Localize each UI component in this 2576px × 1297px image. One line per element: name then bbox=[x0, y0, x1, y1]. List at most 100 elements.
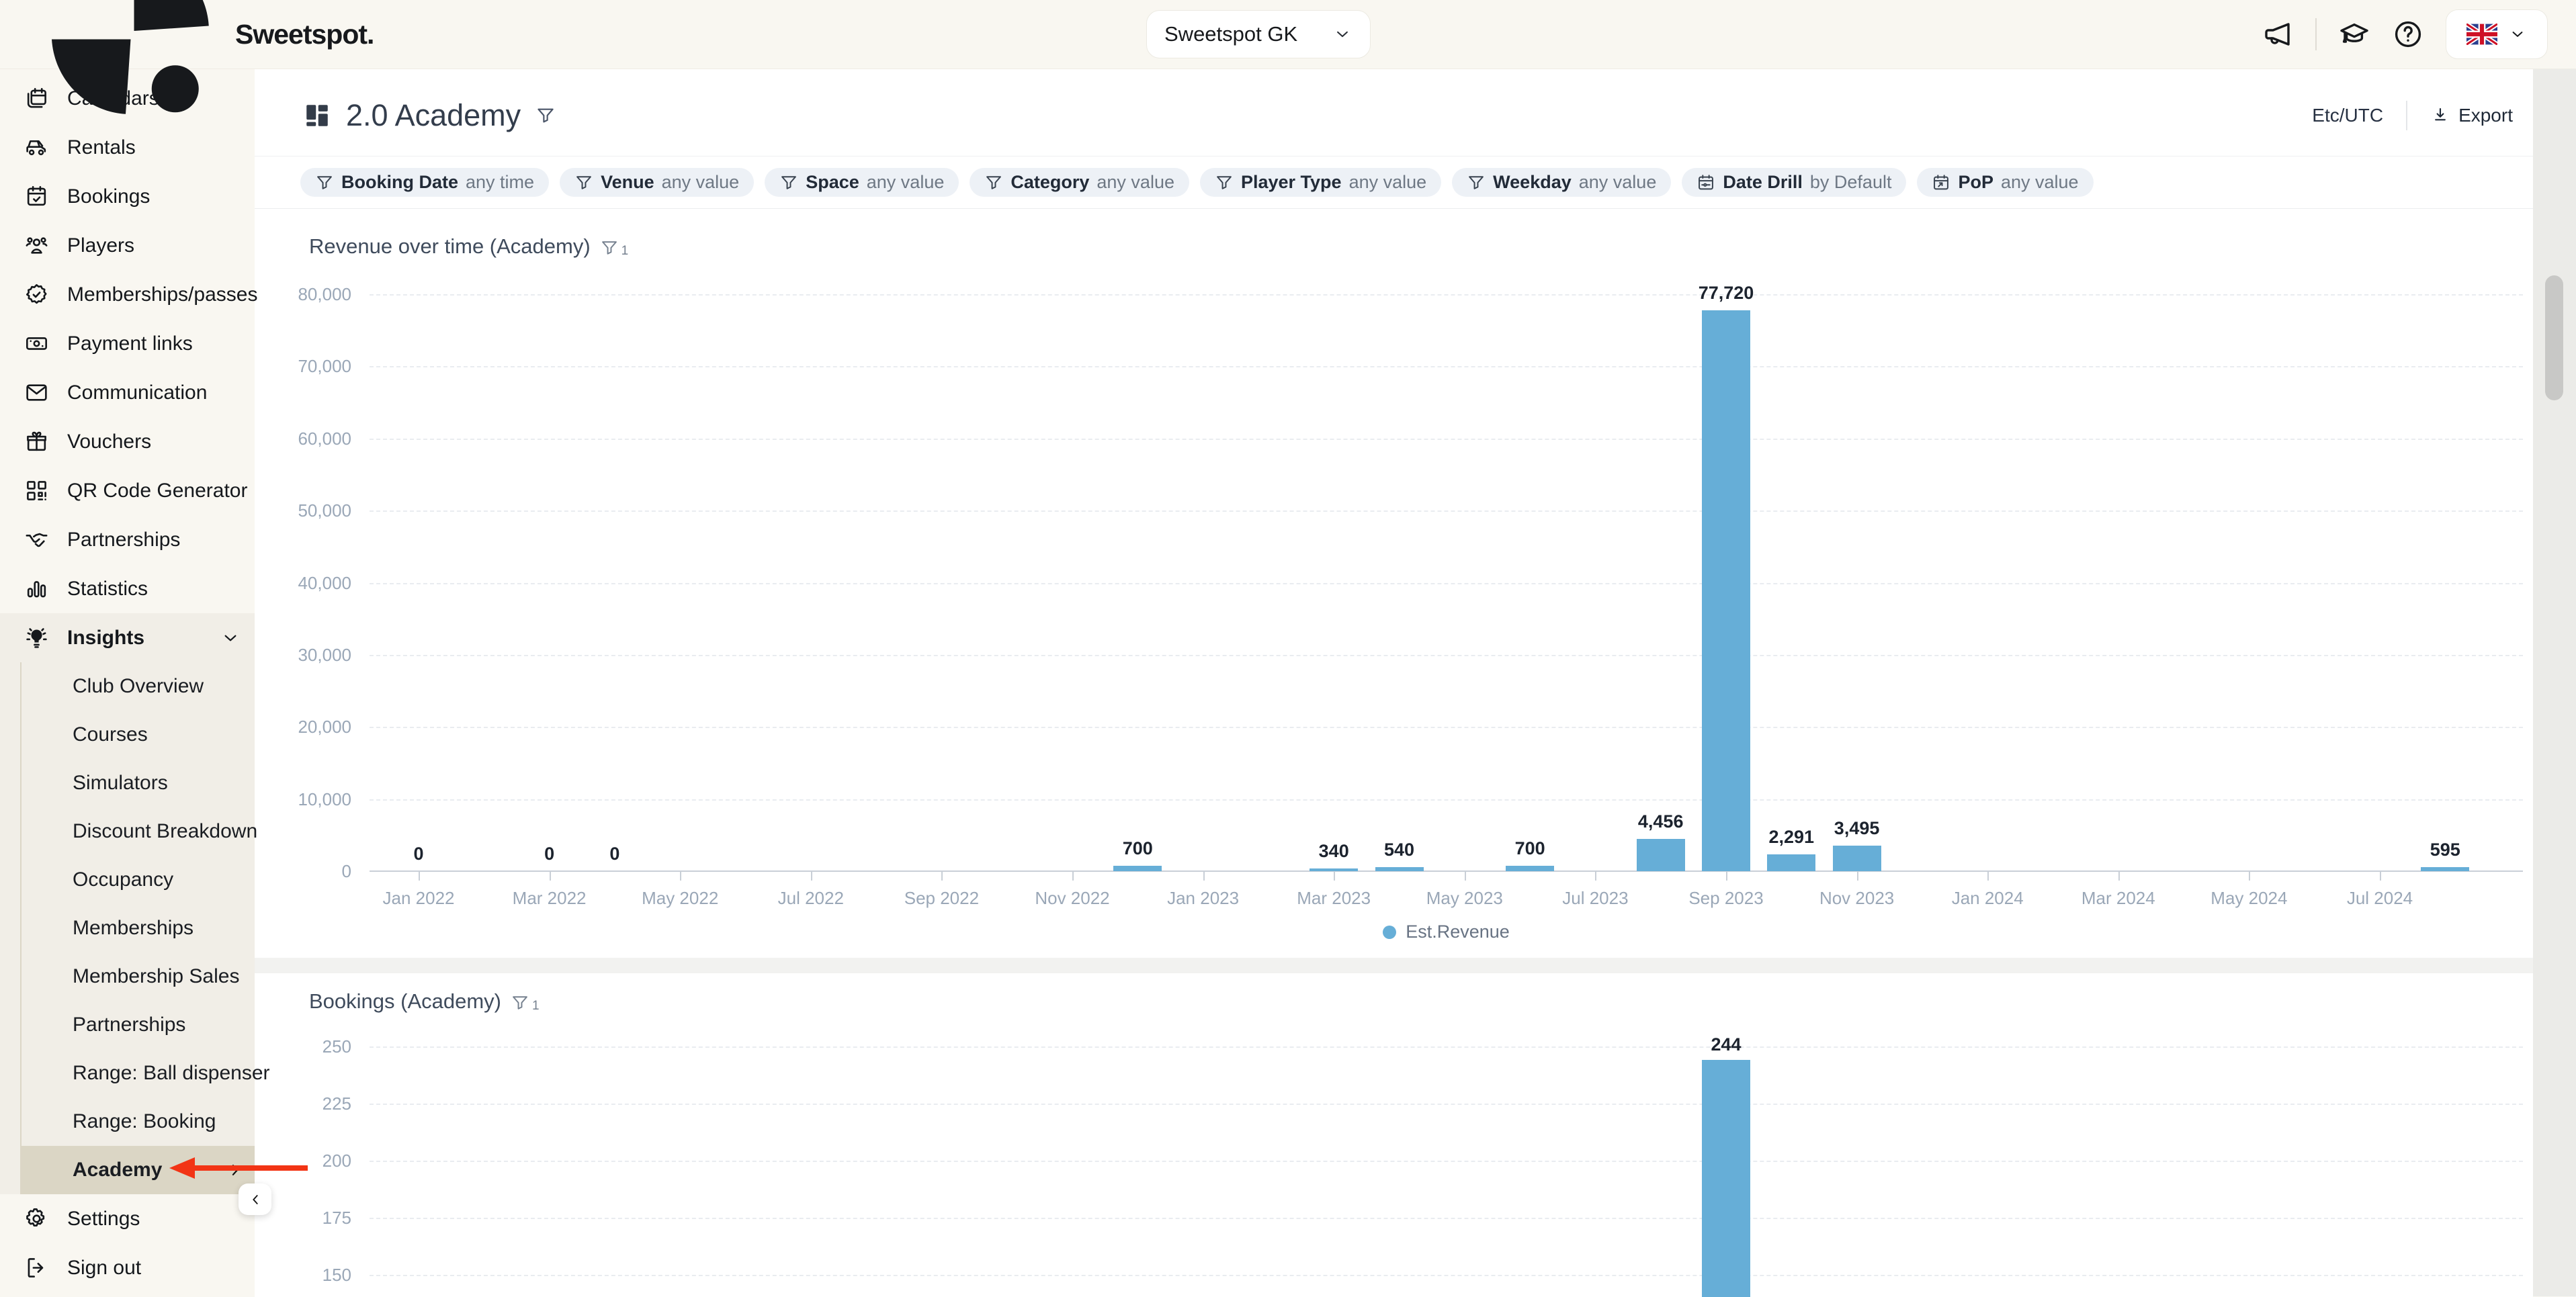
dashboard-filter-icon[interactable] bbox=[535, 105, 556, 126]
announcements-icon[interactable] bbox=[2262, 18, 2294, 50]
sidebar-subitem-membership-sales[interactable]: Membership Sales bbox=[22, 952, 255, 1001]
sidebar-item-communication[interactable]: Communication bbox=[0, 368, 255, 417]
calendar-arrow-icon bbox=[1932, 173, 1950, 192]
sidebar-subitem-club-overview[interactable]: Club Overview bbox=[22, 662, 255, 711]
banknote-icon bbox=[24, 331, 49, 356]
help-icon[interactable] bbox=[2392, 18, 2424, 50]
chart-title-text: Bookings (Academy) bbox=[309, 989, 501, 1014]
chevron-down-icon bbox=[2508, 25, 2527, 44]
y-axis-tick-label: 60,000 bbox=[239, 429, 351, 449]
bar-mar-2023[interactable] bbox=[1310, 868, 1358, 871]
sidebar-item-vouchers[interactable]: Vouchers bbox=[0, 417, 255, 466]
sidebar-item-bookings[interactable]: Bookings bbox=[0, 172, 255, 221]
sidebar-item-qr-code-generator[interactable]: QR Code Generator bbox=[0, 466, 255, 515]
gridline bbox=[370, 1046, 2523, 1048]
scrollbar-thumb[interactable] bbox=[2545, 275, 2563, 400]
sidebar-item-payment-links[interactable]: Payment links bbox=[0, 319, 255, 368]
y-axis-tick-label: 70,000 bbox=[239, 356, 351, 377]
club-selector-value: Sweetspot GK bbox=[1164, 22, 1297, 46]
bar-aug-2024[interactable] bbox=[2421, 867, 2469, 871]
x-axis-tick bbox=[941, 871, 943, 881]
bar-oct-2023[interactable] bbox=[1767, 854, 1815, 871]
funnel-icon bbox=[1467, 173, 1486, 192]
sidebar-collapse-button[interactable] bbox=[239, 1183, 271, 1215]
sidebar-subitem-occupancy[interactable]: Occupancy bbox=[22, 856, 255, 904]
sidebar-subitem-range-ball-dispenser[interactable]: Range: Ball dispenser bbox=[22, 1049, 255, 1098]
filter-chip-value: any value bbox=[1579, 172, 1657, 193]
x-axis-tick-label: Nov 2022 bbox=[1035, 888, 1109, 909]
sidebar-item-insights[interactable]: Insights bbox=[0, 613, 255, 662]
bar-aug-2023[interactable] bbox=[1637, 839, 1685, 871]
club-selector[interactable]: Sweetspot GK bbox=[1146, 10, 1371, 58]
export-button[interactable]: Export bbox=[2430, 105, 2513, 126]
calendar-settings-icon bbox=[1697, 173, 1715, 192]
chevron-down-icon bbox=[220, 627, 241, 649]
sidebar-item-players[interactable]: Players bbox=[0, 221, 255, 270]
chart-filter-count: 1 bbox=[621, 244, 629, 259]
badge-check-icon bbox=[24, 282, 49, 307]
bar-apr-2023[interactable] bbox=[1375, 867, 1424, 871]
sidebar-item-sign-out[interactable]: Sign out bbox=[0, 1243, 255, 1292]
bar-sep-2023[interactable] bbox=[1702, 1060, 1750, 1297]
annotation-red-arrow-shaft bbox=[194, 1165, 308, 1171]
language-selector[interactable] bbox=[2446, 9, 2548, 59]
chevron-down-icon bbox=[1332, 24, 1353, 44]
x-axis-tick-label: May 2022 bbox=[642, 888, 718, 909]
x-axis-tick-label: Nov 2023 bbox=[1819, 888, 1894, 909]
dashboard-header: 2.0 Academy Etc/UTC Export bbox=[255, 69, 2533, 156]
sidebar-subitem-courses[interactable]: Courses bbox=[22, 711, 255, 759]
sidebar-item-statistics[interactable]: Statistics bbox=[0, 564, 255, 613]
sidebar-subitem-discount-breakdown[interactable]: Discount Breakdown bbox=[22, 807, 255, 856]
chart-filter-icon[interactable] bbox=[511, 991, 529, 1010]
x-axis-tick-label: Mar 2024 bbox=[2081, 888, 2155, 909]
bar-dec-2022[interactable] bbox=[1113, 866, 1162, 871]
sidebar-item-label: Sign out bbox=[67, 1257, 141, 1280]
x-axis-tick bbox=[550, 871, 551, 881]
sidebar-subitem-range-booking[interactable]: Range: Booking bbox=[22, 1098, 255, 1146]
sidebar-subitem-label: Partnerships bbox=[73, 1014, 185, 1036]
gridline bbox=[370, 294, 2523, 296]
sidebar-subitem-label: Range: Booking bbox=[73, 1110, 216, 1133]
legend-item-est-revenue[interactable]: Est.Revenue bbox=[1383, 922, 1510, 942]
x-axis-tick bbox=[1726, 871, 1727, 881]
chart-filter-icon[interactable] bbox=[600, 236, 619, 255]
bar-value-label: 2,291 bbox=[1769, 827, 1815, 848]
sidebar-subitem-simulators[interactable]: Simulators bbox=[22, 759, 255, 807]
gift-icon bbox=[24, 429, 49, 454]
x-axis-tick bbox=[680, 871, 681, 881]
sidebar-item-memberships-passes[interactable]: Memberships/passes bbox=[0, 270, 255, 319]
bar-nov-2023[interactable] bbox=[1833, 846, 1881, 871]
x-axis-tick-label: Jan 2023 bbox=[1167, 888, 1239, 909]
players-icon bbox=[24, 233, 49, 258]
gridline bbox=[370, 583, 2523, 584]
y-axis-tick-label: 50,000 bbox=[239, 500, 351, 521]
sidebar-subitem-partnerships[interactable]: Partnerships bbox=[22, 1001, 255, 1049]
x-axis-tick bbox=[1987, 871, 1989, 881]
chevron-left-icon bbox=[247, 1191, 264, 1208]
timezone-selector[interactable]: Etc/UTC bbox=[2312, 105, 2383, 126]
bar-jun-2023[interactable] bbox=[1506, 866, 1554, 871]
sidebar-subitem-label: Academy bbox=[73, 1159, 162, 1181]
sidebar-subitem-memberships[interactable]: Memberships bbox=[22, 904, 255, 952]
filter-chip-value: any value bbox=[662, 172, 740, 193]
sidebar-item-partnerships[interactable]: Partnerships bbox=[0, 515, 255, 564]
bar-sep-2023[interactable] bbox=[1702, 310, 1750, 871]
filter-chip-value: by Default bbox=[1810, 172, 1892, 193]
sidebar-item-settings[interactable]: Settings bbox=[0, 1194, 255, 1243]
gridline bbox=[370, 727, 2523, 728]
funnel-icon bbox=[1215, 173, 1234, 192]
academy-icon[interactable] bbox=[2338, 18, 2370, 50]
gridline bbox=[370, 1161, 2523, 1162]
uk-flag-icon bbox=[2466, 24, 2497, 45]
sidebar-item-label: Rentals bbox=[67, 136, 136, 159]
bar-value-label: 540 bbox=[1384, 840, 1414, 860]
